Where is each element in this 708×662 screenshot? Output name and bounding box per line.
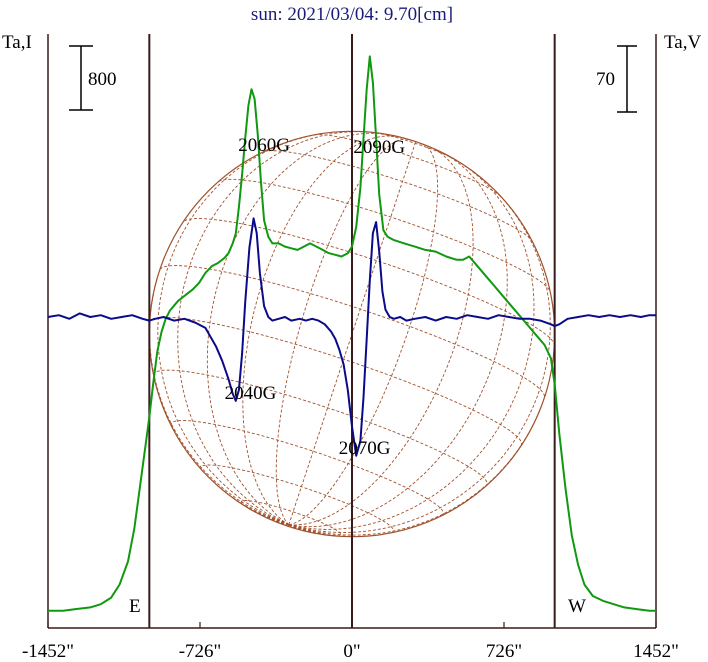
stokes-i-line [48, 55, 656, 612]
disk-grid-line [288, 143, 439, 526]
field-strength-label: 2090G [353, 137, 405, 158]
plot-frame [47, 34, 657, 629]
disk-grid-line [288, 162, 535, 530]
x-tick-label: 0" [343, 641, 360, 662]
left-axis-label: Ta,I [2, 32, 32, 53]
disk-grid-line [240, 500, 342, 537]
disk-grid-line [288, 191, 551, 534]
x-tick-labels: -1452" -726" 0" 726" 1452" [22, 641, 679, 662]
right-scale-bar: 70 [596, 45, 637, 113]
x-tick-label: -1452" [22, 641, 74, 662]
disk-grid-line [288, 524, 370, 537]
disk-grid-line [269, 518, 289, 526]
disk-grid-line [149, 276, 289, 526]
annotation-layer: 2060G 2090G 2040G 2070G [225, 135, 406, 459]
disk-grid-line [217, 485, 289, 526]
disk-grid-line [177, 131, 369, 526]
x-tick-label: 1452" [633, 641, 679, 662]
x-tick-label: 726" [486, 641, 522, 662]
disk-grid-line [149, 316, 523, 446]
x-tick-label: -726" [179, 641, 222, 662]
field-strength-label: 2060G [238, 135, 290, 156]
left-scale-value: 800 [88, 69, 117, 90]
disk-grid-line [288, 152, 508, 528]
disk-grid-line [218, 178, 551, 292]
series-layer [47, 55, 656, 612]
disk-grid-line [288, 404, 543, 536]
disk-grid-line [288, 141, 417, 525]
disk-grid-line [288, 149, 474, 526]
left-scale-bar: 800 [69, 45, 117, 111]
disk-grid-line [206, 132, 387, 526]
disk-grid-line [288, 524, 293, 528]
east-limb-label: E [129, 596, 141, 617]
stokes-v-line [47, 217, 656, 457]
chart-title: sun: 2021/03/04: 9.70[cm] [251, 4, 453, 25]
disk-grid-line [242, 135, 396, 526]
disk-grid-line [153, 369, 488, 486]
field-strength-label: 2040G [225, 383, 277, 404]
disk-grid-line [184, 218, 555, 344]
right-axis-label: Ta,V [664, 32, 701, 53]
disk-grid-line [288, 524, 308, 533]
right-scale-value: 70 [596, 69, 615, 90]
disk-grid-line [314, 134, 502, 198]
west-limb-label: W [568, 596, 586, 617]
field-strength-label: 2070G [339, 438, 391, 459]
